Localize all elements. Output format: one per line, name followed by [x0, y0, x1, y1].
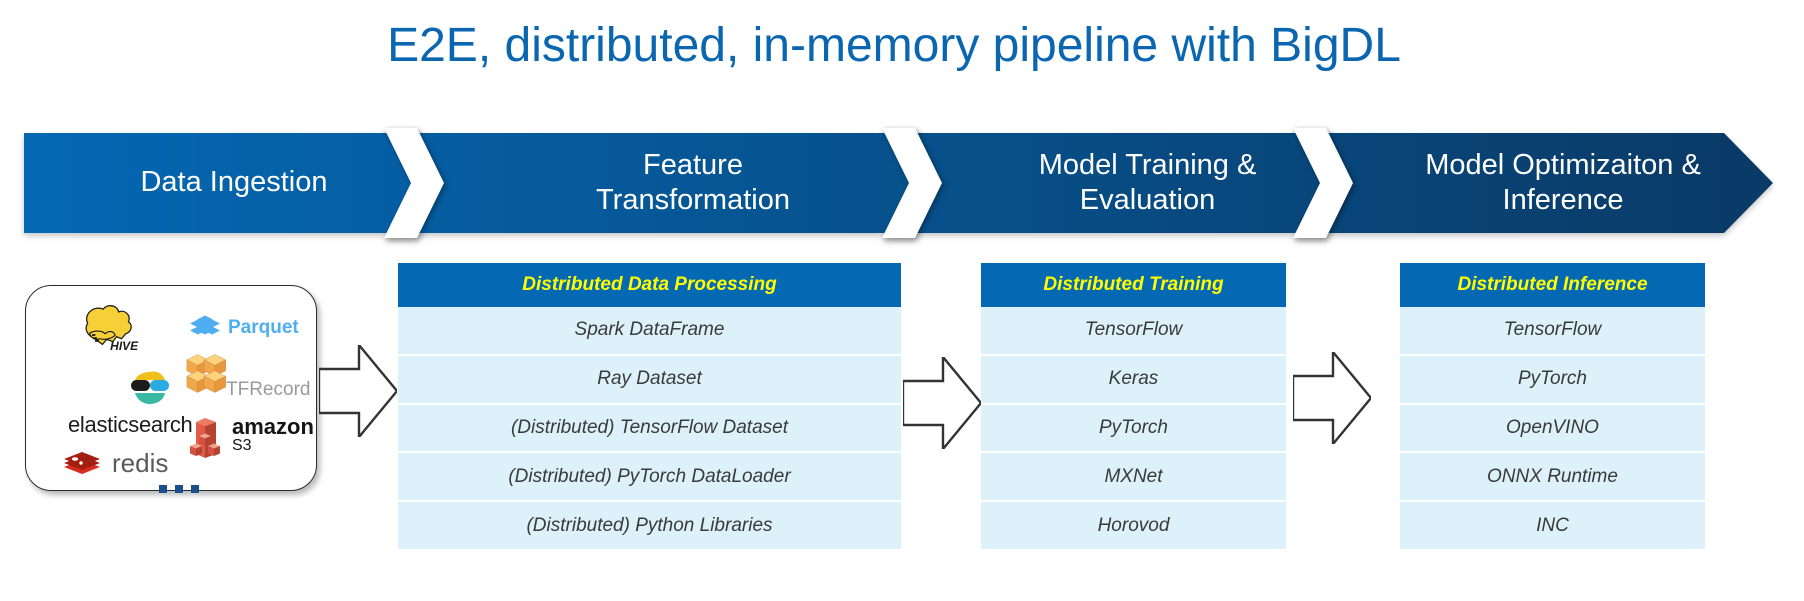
svg-text:Parquet: Parquet: [228, 317, 299, 338]
svg-text:HIVE: HIVE: [110, 339, 139, 353]
